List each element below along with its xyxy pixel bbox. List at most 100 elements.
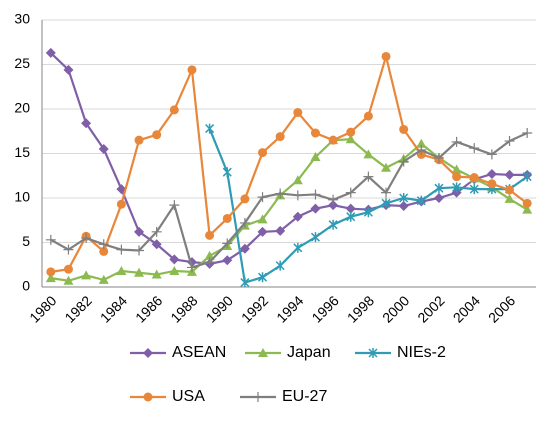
marker — [116, 244, 127, 255]
marker — [522, 171, 532, 182]
marker — [469, 173, 479, 183]
x-tick-label: 1984 — [97, 292, 130, 325]
y-tick-label: 30 — [14, 11, 30, 27]
marker — [81, 270, 92, 280]
marker — [169, 200, 180, 211]
x-tick-label: 2006 — [485, 292, 518, 325]
marker — [240, 194, 250, 204]
legend-label: NIEs-2 — [397, 344, 446, 361]
marker — [310, 203, 321, 214]
marker — [257, 192, 268, 203]
marker — [416, 144, 427, 155]
x-tick-label: 1982 — [62, 292, 95, 325]
marker — [45, 273, 56, 283]
marker — [469, 184, 479, 195]
marker — [143, 392, 153, 402]
marker — [204, 250, 215, 260]
marker — [363, 171, 374, 182]
x-tick-label: 1990 — [203, 292, 236, 325]
x-tick-label: 1986 — [132, 292, 165, 325]
y-tick-label: 5 — [22, 233, 30, 249]
marker — [293, 242, 303, 253]
marker — [310, 232, 320, 243]
marker — [451, 164, 462, 174]
marker — [363, 111, 373, 121]
marker — [522, 198, 532, 208]
marker — [99, 246, 109, 256]
marker — [222, 167, 232, 178]
marker — [433, 193, 444, 203]
marker — [143, 348, 153, 358]
marker — [239, 217, 250, 228]
marker — [328, 194, 339, 205]
marker — [257, 226, 268, 237]
marker — [433, 152, 444, 163]
marker — [63, 275, 74, 285]
y-tick-label: 15 — [14, 144, 30, 160]
marker — [258, 148, 268, 158]
marker — [222, 213, 232, 223]
marker — [505, 185, 515, 195]
marker — [275, 188, 286, 199]
marker — [275, 225, 286, 236]
x-tick-label: 1996 — [309, 292, 342, 325]
marker — [63, 64, 74, 75]
marker — [399, 193, 409, 203]
marker — [310, 152, 321, 162]
marker — [345, 187, 356, 198]
legend-label: Japan — [287, 344, 331, 361]
marker — [169, 265, 180, 275]
marker — [46, 267, 56, 277]
marker — [63, 244, 74, 255]
marker — [116, 265, 127, 275]
marker — [169, 254, 180, 265]
marker — [98, 239, 109, 250]
marker — [205, 230, 215, 240]
marker — [45, 47, 56, 58]
marker — [522, 204, 533, 214]
marker — [346, 211, 356, 222]
marker — [134, 267, 145, 277]
marker — [398, 156, 409, 167]
series-line — [50, 52, 528, 265]
marker — [504, 193, 515, 203]
y-tick-label: 25 — [14, 55, 30, 71]
marker — [293, 108, 303, 118]
marker — [381, 51, 391, 61]
marker — [368, 348, 378, 358]
marker — [151, 269, 162, 279]
marker — [469, 143, 480, 154]
series-line — [50, 52, 528, 273]
marker — [381, 187, 392, 198]
x-tick-label: 1992 — [238, 292, 271, 325]
marker — [451, 136, 462, 147]
marker — [292, 190, 303, 201]
marker — [258, 272, 268, 283]
marker — [134, 135, 144, 145]
x-tick-label: 1988 — [167, 292, 200, 325]
marker — [134, 245, 145, 256]
marker — [81, 118, 92, 129]
marker — [63, 264, 73, 274]
marker — [204, 257, 215, 268]
marker — [328, 219, 338, 230]
marker — [81, 233, 92, 244]
marker — [222, 255, 233, 266]
marker — [363, 149, 374, 159]
marker — [452, 182, 462, 193]
marker — [398, 201, 409, 212]
y-tick-label: 10 — [14, 189, 30, 205]
marker — [504, 169, 515, 180]
marker — [134, 226, 145, 237]
legend-label: EU-27 — [282, 388, 327, 405]
marker — [381, 198, 391, 209]
marker — [486, 168, 497, 179]
x-tick-label: 2002 — [414, 292, 447, 325]
marker — [399, 124, 409, 134]
x-tick-label: 2000 — [379, 292, 412, 325]
marker — [328, 200, 339, 211]
marker — [205, 123, 215, 134]
marker — [98, 144, 109, 155]
marker — [239, 243, 250, 254]
